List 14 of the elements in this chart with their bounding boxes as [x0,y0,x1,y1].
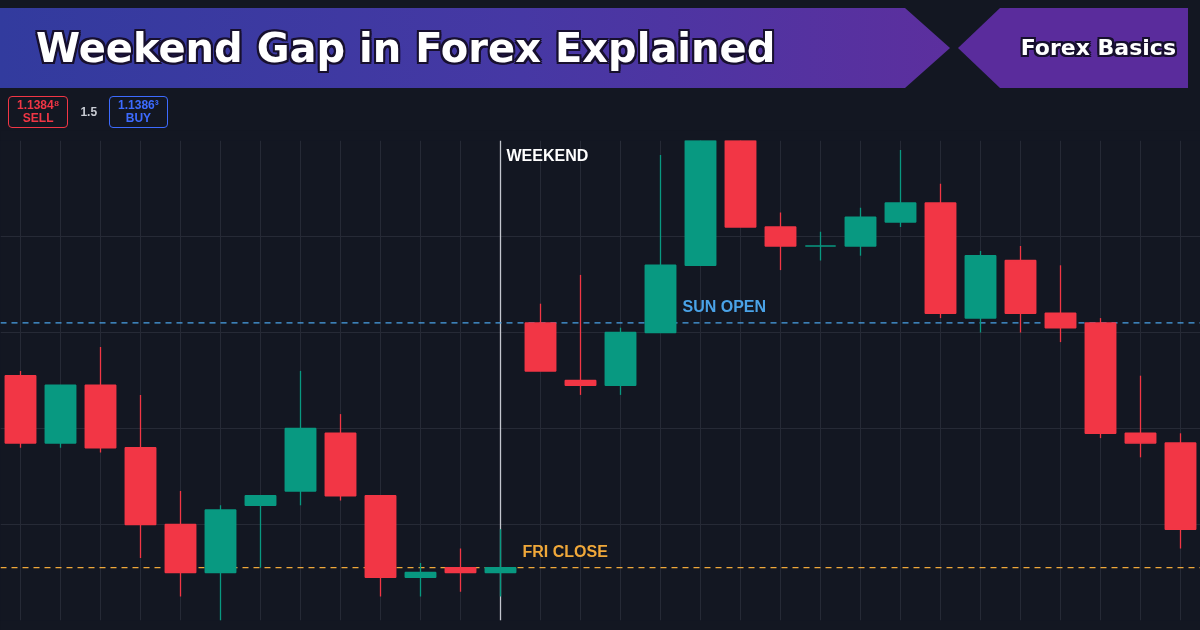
annotation: WEEKEND [506,146,589,164]
candlestick [564,274,597,396]
chart-subtitle: Forex Basics [1020,34,1176,62]
candlestick [484,528,517,598]
text: 1.1386³ BUY [109,96,168,128]
text: 1.5 [79,104,99,119]
chart-title: Weekend Gap in Forex Explained [36,24,776,73]
candlestick [444,547,477,593]
text: 1.1384⁸ SELL [8,96,69,128]
candlestick [1124,375,1157,458]
ref-line-label: FRI CLOSE [522,542,609,560]
candlestick [804,231,837,262]
ref-line-label: SUN OPEN [682,297,767,315]
candlestick [404,562,437,598]
